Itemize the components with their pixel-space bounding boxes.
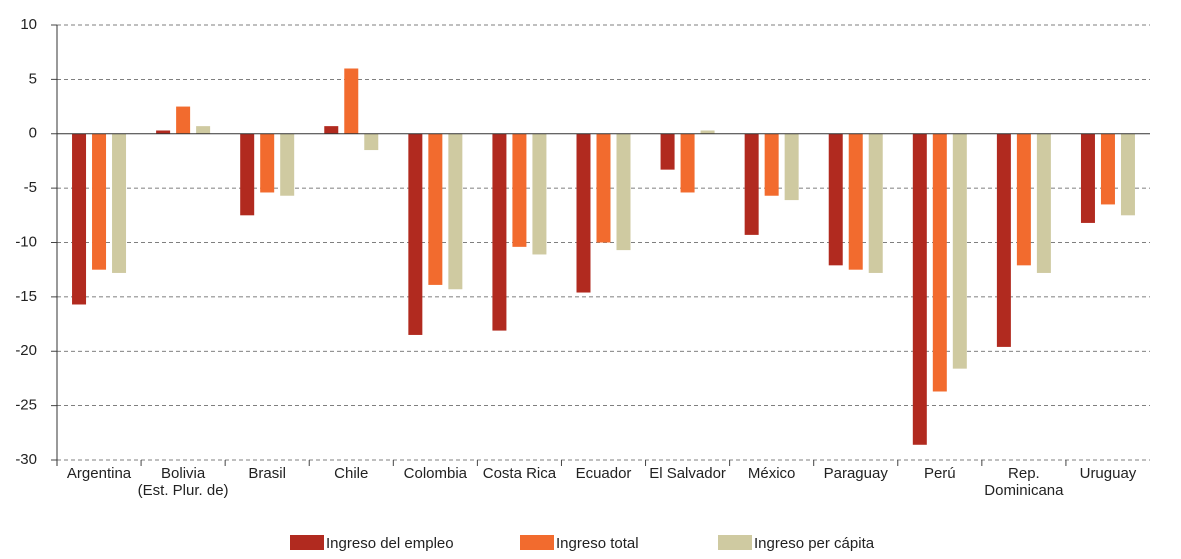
- bar: [932, 133, 947, 392]
- x-tick-label: El Salvador: [649, 465, 726, 482]
- y-tick-label: -25: [15, 397, 37, 414]
- legend-label: Ingreso del empleo: [326, 535, 454, 552]
- y-tick-label: 5: [29, 70, 37, 87]
- bar: [576, 133, 591, 293]
- x-tick-label: Argentina: [67, 465, 132, 482]
- bar: [744, 133, 759, 235]
- bar: [700, 130, 715, 134]
- bar: [616, 133, 631, 251]
- x-tick-label: Ecuador: [576, 465, 632, 482]
- bar: [532, 133, 547, 255]
- bar: [1120, 133, 1135, 216]
- bar: [680, 133, 695, 193]
- legend-swatch: [290, 535, 324, 550]
- bar: [1100, 133, 1115, 205]
- x-tick-label: Colombia: [404, 465, 468, 482]
- bar: [196, 126, 211, 134]
- bar: [408, 133, 423, 335]
- bar: [912, 133, 927, 445]
- legend-swatch: [520, 535, 554, 550]
- x-tick-label: Uruguay: [1080, 465, 1137, 482]
- y-tick-label: -5: [24, 179, 37, 196]
- bar: [868, 133, 883, 273]
- x-tick-label: Chile: [334, 465, 368, 482]
- legend-swatch: [718, 535, 752, 550]
- x-tick-label: Paraguay: [824, 465, 889, 482]
- bar: [72, 133, 87, 305]
- bar: [112, 133, 127, 273]
- x-tick-label: Rep. Dominicana: [984, 465, 1064, 499]
- x-tick-label: México: [748, 465, 796, 482]
- bar: [92, 133, 107, 270]
- bar: [848, 133, 863, 270]
- bar: [344, 68, 359, 134]
- y-tick-label: 0: [29, 125, 37, 142]
- y-tick-label: -15: [15, 288, 37, 305]
- bar: [280, 133, 295, 196]
- bar: [996, 133, 1011, 347]
- bar: [1016, 133, 1031, 266]
- bar: [828, 133, 843, 266]
- bar: [260, 133, 275, 193]
- bar: [156, 130, 171, 134]
- x-tick-label: Costa Rica: [483, 465, 557, 482]
- bar: [596, 133, 611, 243]
- bar: [176, 106, 191, 134]
- y-tick-label: -10: [15, 233, 37, 250]
- bar: [448, 133, 463, 290]
- y-tick-label: -30: [15, 451, 37, 468]
- legend-label: Ingreso per cápita: [754, 535, 875, 552]
- x-tick-label: Brasil: [248, 465, 286, 482]
- bar: [512, 133, 527, 247]
- bar: [492, 133, 507, 331]
- bar: [1080, 133, 1095, 223]
- x-tick-label: Bolivia (Est. Plur. de): [138, 465, 229, 499]
- legend-label: Ingreso total: [556, 535, 639, 552]
- bar: [764, 133, 779, 196]
- bar: [240, 133, 255, 216]
- bar: [324, 126, 339, 134]
- y-tick-label: -20: [15, 342, 37, 359]
- x-tick-label: Perú: [924, 465, 956, 482]
- bar: [364, 133, 379, 151]
- bar: [1036, 133, 1051, 273]
- bar: [660, 133, 675, 170]
- bar: [952, 133, 967, 369]
- y-tick-label: 10: [20, 16, 37, 33]
- bar: [428, 133, 443, 285]
- bar: [784, 133, 799, 201]
